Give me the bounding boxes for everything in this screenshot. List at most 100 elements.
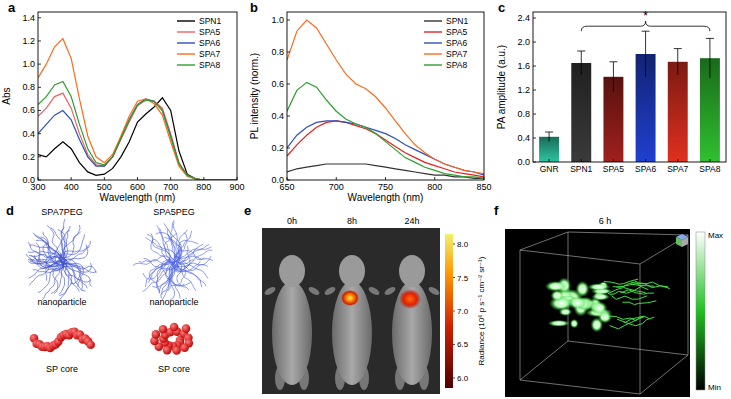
y-tick (38, 17, 41, 18)
peg-chain (38, 267, 63, 293)
x-tick (709, 159, 710, 162)
legend-swatch (177, 64, 195, 65)
peg-chain (174, 266, 202, 287)
peg-chain (176, 257, 208, 279)
y-tick-label: 1.0 (271, 15, 284, 25)
pa-signal (545, 277, 670, 332)
x-tick (104, 177, 105, 180)
peg-chain (31, 255, 64, 267)
pa-vessel (608, 316, 642, 321)
pa-blob (587, 283, 610, 291)
mouse-arm (427, 285, 440, 296)
mouse-head (339, 255, 365, 287)
hot-spot (399, 289, 421, 309)
y-tick (287, 84, 290, 85)
figure: 300400500600700800900Wavelength (nm)0.00… (0, 0, 731, 399)
cube-edge (568, 232, 688, 235)
y-tick (533, 162, 536, 163)
legend-swatch (424, 31, 442, 32)
legend-swatch (424, 42, 442, 43)
mouse-head (399, 255, 425, 287)
error-cap (545, 132, 553, 133)
error-line (645, 31, 646, 77)
caption: nanoparticle (149, 297, 198, 307)
y-tick-label: 0.4 (271, 111, 284, 121)
y-tick (533, 18, 536, 19)
colorbar-tick (453, 344, 455, 345)
x-tick-label: SPA6 (635, 164, 656, 174)
cube-edge (520, 341, 568, 380)
hot-spot (341, 290, 359, 306)
core-sphere (86, 341, 95, 350)
error-bar (674, 49, 682, 75)
cube-edge (640, 235, 688, 264)
x-tick (677, 159, 678, 162)
y-tick (38, 87, 41, 88)
error-line (709, 38, 710, 78)
sp-core (150, 323, 193, 355)
pa-blob (570, 319, 579, 328)
y-tick-label: 0.8 (22, 82, 35, 92)
plot-area (539, 31, 720, 162)
x-tick (645, 159, 646, 162)
peg-chain (176, 263, 206, 286)
legend-entry: SPN1 (446, 16, 468, 26)
y-tick (38, 40, 41, 41)
peg-chain (53, 264, 65, 293)
y-tick (287, 52, 290, 53)
series-line (38, 39, 237, 180)
legend-entry: SPA5 (199, 27, 220, 37)
peg-chain (61, 263, 91, 273)
error-bar (545, 132, 553, 142)
nanoparticle-render (133, 220, 213, 301)
sp-core (30, 328, 95, 353)
x-tick (385, 177, 386, 180)
time-label: 24h (404, 216, 419, 226)
y-tick-label: 0.8 (517, 109, 530, 119)
colorbar-tick (453, 377, 455, 378)
error-cap (674, 48, 682, 49)
y-tick-label: 0.0 (22, 175, 35, 185)
pa-blob (551, 290, 564, 301)
bar (668, 62, 688, 162)
series-line (38, 93, 237, 180)
panel-label: c (498, 0, 505, 15)
pa-vessel (610, 286, 642, 294)
y-tick (38, 64, 41, 65)
legend-entry: SPA5 (446, 27, 467, 37)
orientation-icon (682, 237, 688, 247)
pa-vessel (613, 284, 649, 290)
series-line (287, 20, 484, 174)
x-tick (71, 177, 72, 180)
peg-chain (177, 256, 213, 265)
cube-edge (520, 380, 640, 394)
error-cap (642, 31, 650, 32)
peg-chain (164, 223, 175, 259)
peg-chain (60, 234, 85, 258)
x-tick (336, 177, 337, 180)
y-tick-label: 1.2 (517, 85, 530, 95)
time-label: 0h (287, 216, 297, 226)
y-tick-label: 1.0 (22, 59, 35, 69)
peg-chain (43, 232, 58, 267)
cube-edge (688, 235, 689, 355)
y-tick-label: 0.0 (517, 157, 530, 167)
x-tick-label: 900 (229, 182, 244, 192)
panel-label: f (494, 203, 499, 218)
y-tick (38, 133, 41, 134)
mouse-arm (307, 285, 320, 296)
legend-swatch (424, 20, 442, 21)
pa-vessel (604, 279, 638, 284)
y-tick-label: 0.6 (271, 79, 284, 89)
legend-entry: SPA8 (446, 60, 467, 70)
cube-edge (568, 341, 688, 355)
x-axis-title: Wavelength (nm) (348, 192, 424, 203)
x-tick (287, 177, 288, 180)
colorbar-label: Max (708, 231, 723, 240)
y-axis-title: Abs (1, 87, 12, 104)
x-tick-label: 700 (329, 182, 344, 192)
colorbar (445, 234, 453, 388)
cube-edge (520, 250, 521, 380)
legend-entry: SPA6 (199, 38, 220, 48)
plot-frame (38, 12, 237, 180)
